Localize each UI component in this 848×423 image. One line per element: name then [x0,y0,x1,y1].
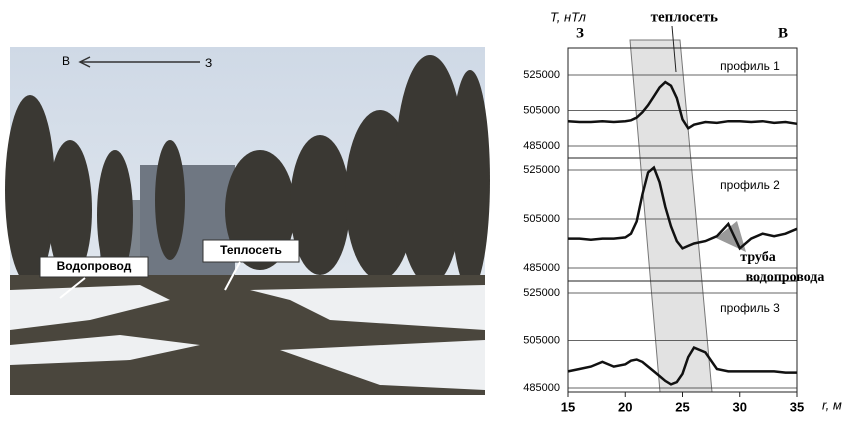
x-axis-label: r, м [822,397,842,412]
x-tick-label: 35 [790,399,804,414]
y-tick-label: 505000 [523,213,560,225]
direction-label: З [205,56,212,70]
y-tick-label: 525000 [523,69,560,81]
direction-label: В [778,25,788,41]
x-tick-label: 20 [618,399,632,414]
series-label: профиль 3 [720,301,780,315]
annotation: теплосеть [651,9,718,25]
figure: В З Водопровод Теплосеть теплосеть T, нТ… [0,0,848,418]
series-label: профиль 2 [720,178,780,192]
y-tick-label: 525000 [523,164,560,176]
photo: В З Водопровод Теплосеть [5,47,490,395]
series-label: профиль 1 [720,59,780,73]
y-tick-label: 505000 [523,334,560,346]
heating-band [630,40,712,392]
y-tick-label: 525000 [523,287,560,299]
direction-label: З [576,25,584,41]
y-tick-label: 505000 [523,104,560,116]
y-tick-label: 485000 [523,382,560,394]
photo-label: Водопровод [57,259,132,273]
x-tick-label: 30 [733,399,747,414]
annotation: водопровода [746,270,825,285]
annotation: труба [740,250,775,265]
x-tick-label: 25 [675,399,689,414]
y-tick-label: 485000 [523,140,560,152]
photo-label: Теплосеть [220,243,282,257]
y-tick-label: 485000 [523,262,560,274]
x-tick-label: 15 [561,399,575,414]
y-axis-label: T, нТл [550,9,587,24]
direction-label: В [62,54,70,68]
